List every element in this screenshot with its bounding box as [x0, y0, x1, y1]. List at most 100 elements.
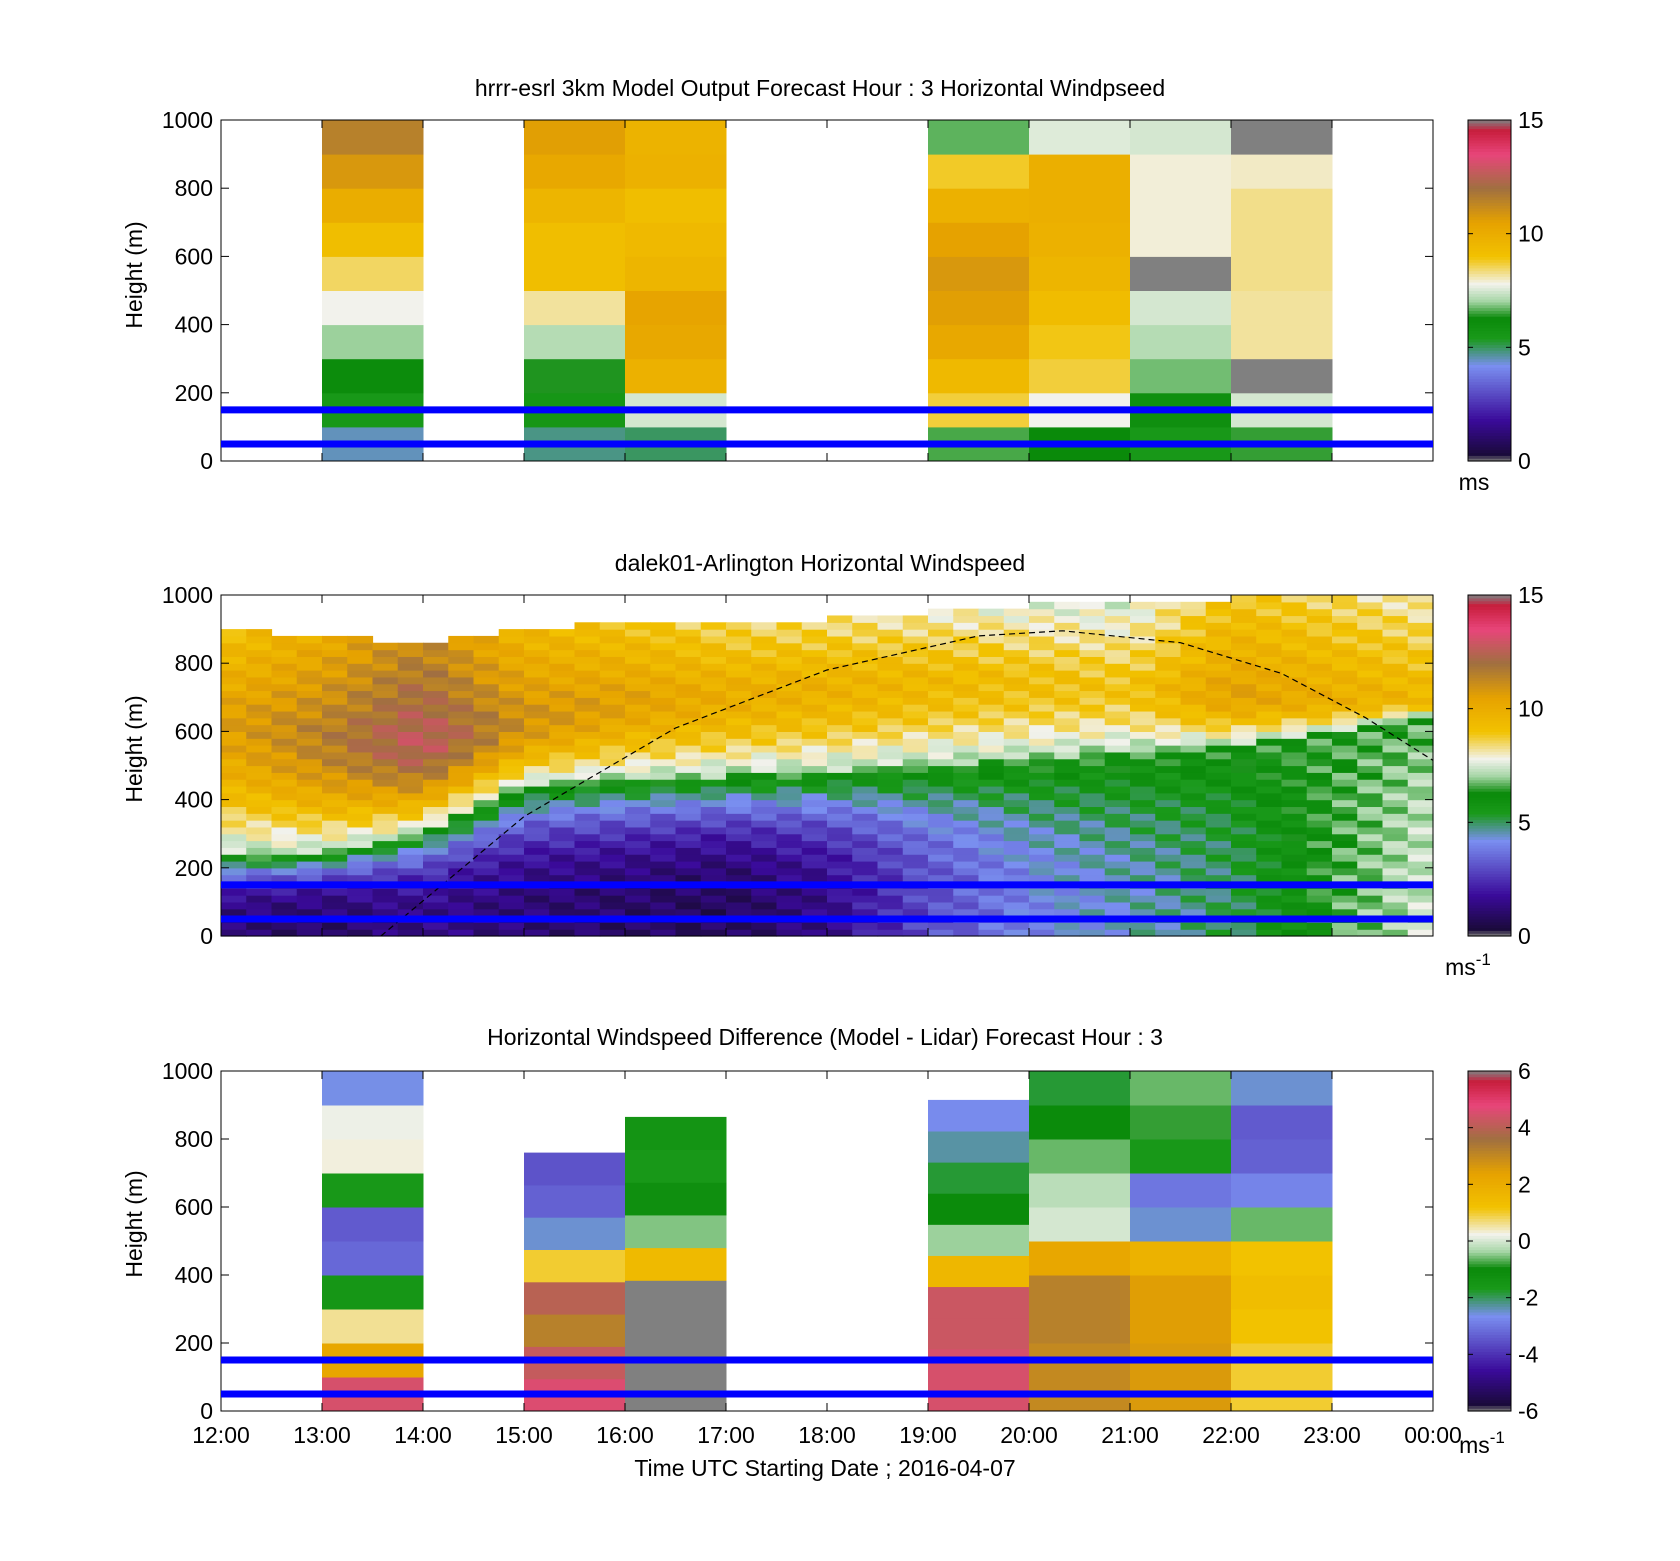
- heatmap-cell: [1407, 670, 1434, 678]
- heatmap-cell: [271, 717, 298, 726]
- heatmap-cell: [1155, 854, 1182, 862]
- heatmap-cell: [246, 908, 273, 917]
- heatmap-cell: [928, 751, 954, 760]
- heatmap-cell: [498, 635, 525, 644]
- heatmap-cell: [498, 840, 525, 848]
- colorbar-cell: [1468, 1079, 1511, 1083]
- heatmap-cell: [928, 642, 954, 651]
- heatmap-cell: [574, 779, 601, 787]
- colorbar-cell: [1468, 1266, 1511, 1270]
- heatmap-cell: [1003, 717, 1030, 726]
- heatmap-cell: [877, 792, 904, 801]
- heatmap-cell: [827, 710, 853, 719]
- heatmap-cell: [1079, 683, 1106, 692]
- heatmap-cell: [902, 799, 929, 808]
- heatmap-cell: [549, 649, 576, 657]
- colorbar-cell: [1468, 606, 1511, 610]
- heatmap-cell: [448, 751, 475, 760]
- heatmap-cell: [1104, 710, 1131, 719]
- heatmap-cell: [700, 874, 727, 883]
- heatmap-cell: [700, 635, 727, 644]
- colorbar-cell: [1468, 725, 1511, 730]
- heatmap-cell: [372, 642, 399, 651]
- heatmap-cell: [1382, 806, 1409, 814]
- heatmap-cell: [1407, 874, 1434, 883]
- heatmap-cell: [953, 929, 980, 937]
- heatmap-cell: [1155, 601, 1182, 610]
- heatmap-cell: [1306, 799, 1333, 808]
- heatmap-cell: [801, 847, 828, 855]
- heatmap-cell: [1407, 908, 1434, 917]
- heatmap-cell: [877, 635, 904, 644]
- colorbar-cell: [1468, 850, 1511, 855]
- heatmap-cell: [1130, 1207, 1232, 1242]
- heatmap-cell: [776, 724, 803, 732]
- heatmap-cell: [1382, 676, 1409, 685]
- colorbar-cell: [1468, 637, 1511, 642]
- heatmap-cell: [1231, 1071, 1333, 1106]
- heatmap-cell: [953, 820, 980, 828]
- heatmap-cell: [1180, 738, 1207, 746]
- colorbar-cell: [1468, 179, 1511, 184]
- heatmap-cell: [726, 765, 752, 773]
- colorbar-cell: [1468, 1362, 1511, 1367]
- heatmap-cell: [347, 738, 374, 746]
- heatmap-cell: [473, 717, 500, 726]
- colorbar-cell: [1468, 1365, 1511, 1370]
- colorbar-cell: [1468, 927, 1511, 931]
- colorbar-cell: [1468, 629, 1511, 633]
- heatmap-cell: [1029, 256, 1131, 291]
- heatmap-cell: [625, 901, 651, 910]
- heatmap-cell: [1407, 683, 1434, 692]
- colorbar-cell: [1468, 1170, 1511, 1174]
- heatmap-cell: [296, 635, 323, 644]
- heatmap-cell: [827, 813, 853, 821]
- heatmap-cell: [1003, 833, 1030, 842]
- heatmap-cell: [322, 724, 348, 732]
- heatmap-cell: [1079, 704, 1106, 712]
- heatmap-cell: [650, 690, 677, 698]
- heatmap-cell: [1054, 833, 1081, 842]
- heatmap-cell: [322, 813, 348, 821]
- heatmap-cell: [726, 710, 752, 719]
- heatmap-cell: [549, 785, 576, 794]
- heatmap-cell: [1231, 806, 1257, 814]
- heatmap-cell: [1281, 745, 1308, 753]
- colorbar-cell: [1468, 338, 1511, 343]
- heatmap-cell: [675, 922, 702, 930]
- heatmap-cell: [928, 670, 954, 678]
- heatmap-cell: [801, 663, 828, 671]
- heatmap-cell: [397, 642, 424, 651]
- heatmap-cell: [1205, 826, 1232, 835]
- heatmap-cell: [1205, 724, 1232, 732]
- heatmap-cell: [1231, 745, 1257, 753]
- colorbar-cell: [1468, 227, 1511, 232]
- heatmap-cell: [675, 854, 702, 862]
- heatmap-cell: [625, 256, 727, 291]
- heatmap-cell: [221, 690, 247, 698]
- heatmap-cell: [1029, 635, 1055, 644]
- heatmap-cell: [1029, 120, 1131, 155]
- heatmap-cell: [1281, 724, 1308, 732]
- heatmap-cell: [1180, 704, 1207, 712]
- heatmap-cell: [574, 888, 601, 896]
- colorbar-cell: [1468, 873, 1511, 877]
- heatmap-cell: [549, 663, 576, 671]
- heatmap-cell: [1256, 663, 1283, 671]
- heatmap-cell: [1003, 813, 1030, 821]
- heatmap-cell: [751, 922, 778, 930]
- heatmap-cell: [1003, 895, 1030, 903]
- colorbar-cell: [1468, 154, 1511, 158]
- heatmap-cell: [1382, 738, 1409, 746]
- heatmap-cell: [574, 649, 601, 657]
- heatmap-cell: [322, 854, 348, 862]
- heatmap-cell: [524, 731, 550, 739]
- heatmap-cell: [700, 745, 727, 753]
- heatmap-cell: [1130, 683, 1156, 692]
- heatmap-cell: [700, 690, 727, 698]
- heatmap-cell: [1281, 860, 1308, 869]
- heatmap-cell: [1231, 615, 1257, 623]
- colorbar-cell: [1468, 1088, 1511, 1092]
- y-tick-label: 800: [175, 1126, 213, 1152]
